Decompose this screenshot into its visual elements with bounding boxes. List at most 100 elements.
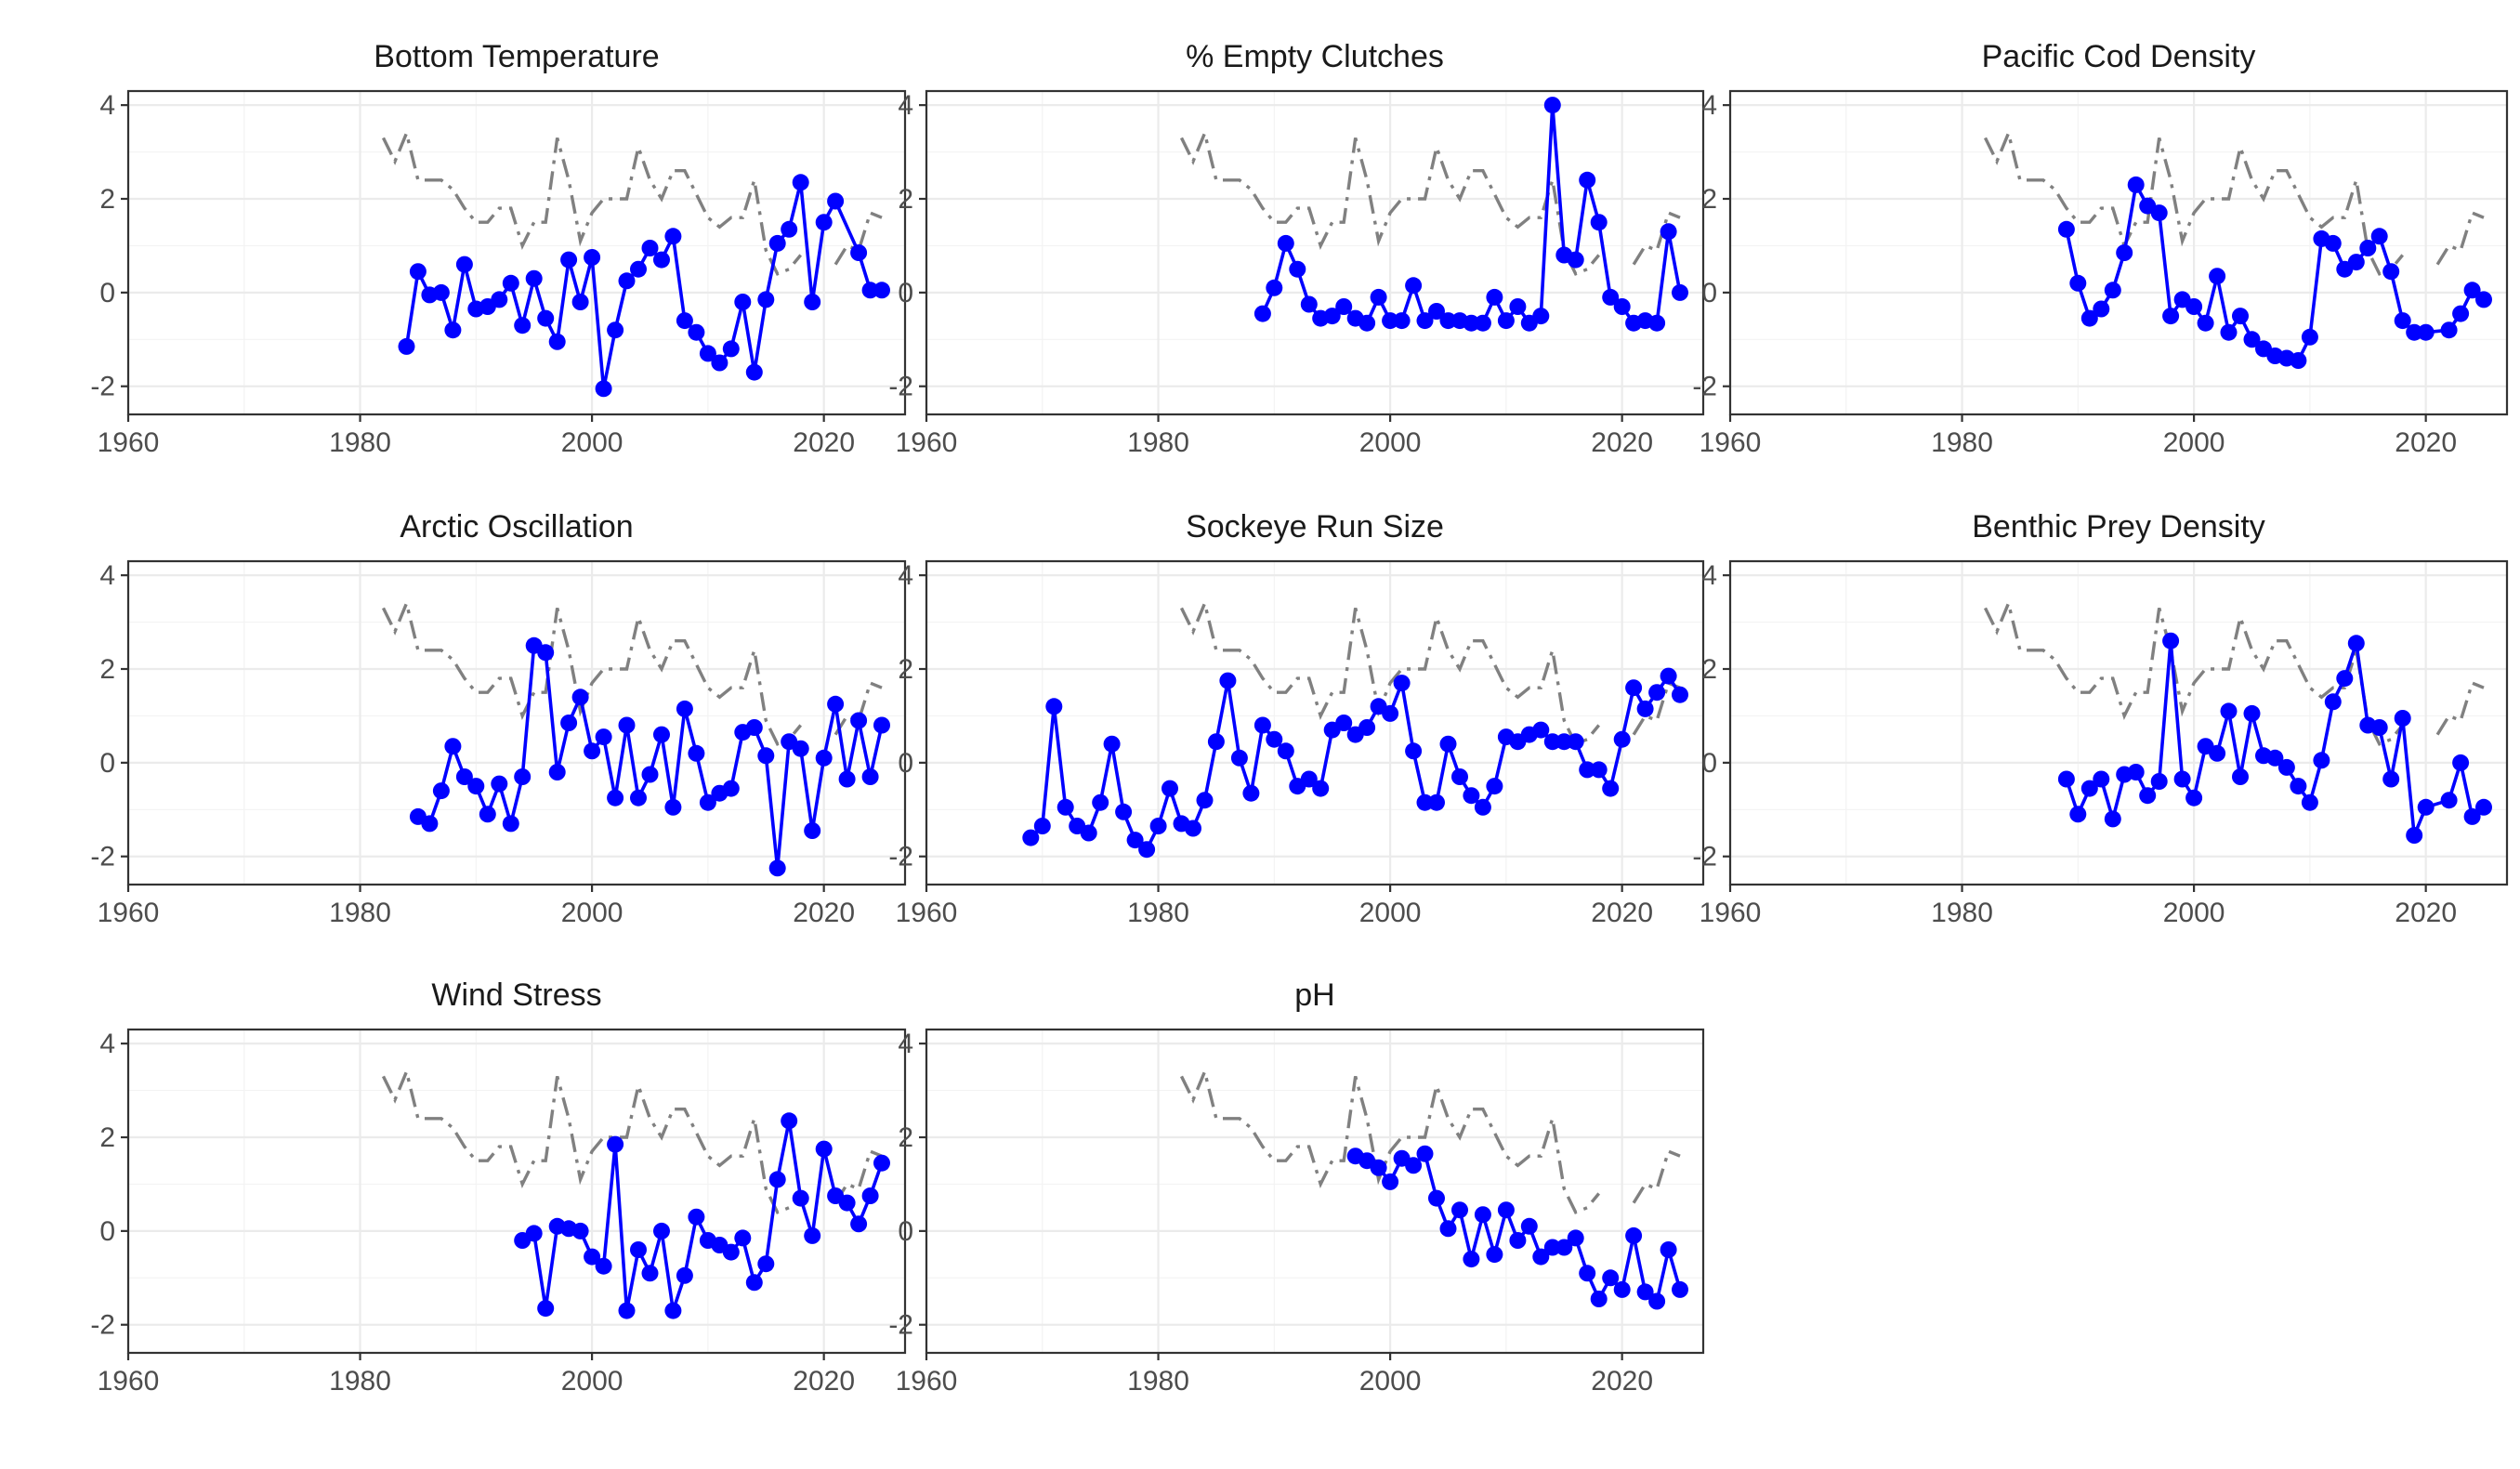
y-tick-label: -2 xyxy=(1692,842,1717,872)
data-point xyxy=(1579,761,1596,779)
data-point xyxy=(560,251,578,269)
data-point xyxy=(1393,675,1411,692)
data-point xyxy=(2057,220,2075,238)
panel-border xyxy=(126,559,907,886)
y-tick-label: 0 xyxy=(99,1216,115,1247)
data-point xyxy=(607,789,624,807)
x-tick-label: 1980 xyxy=(329,898,391,928)
data-point xyxy=(2232,308,2249,325)
data-point xyxy=(1149,818,1167,834)
data-point xyxy=(444,321,462,339)
data-point xyxy=(571,1222,589,1239)
panel-6: Benthic Prey Density -2 0 2 4 1960 1980 2000 202… xyxy=(1692,509,2509,928)
y-tick-label: 4 xyxy=(99,90,115,121)
y-tick-label: -2 xyxy=(90,1310,115,1341)
data-point xyxy=(676,700,693,717)
data-point xyxy=(1416,794,1434,811)
data-point xyxy=(618,272,636,290)
data-point xyxy=(2313,752,2330,769)
data-point xyxy=(618,1302,636,1319)
panel-title: Bottom Temperature xyxy=(374,39,659,74)
data-point xyxy=(409,263,427,281)
data-point xyxy=(850,1215,868,1233)
data-point xyxy=(595,728,612,746)
data-point xyxy=(1022,829,1040,846)
data-point xyxy=(1207,733,1225,751)
data-point xyxy=(398,337,415,355)
data-point xyxy=(1579,1265,1596,1282)
data-point xyxy=(2463,807,2481,825)
data-point xyxy=(2336,670,2354,688)
panel-title: Arctic Oscillation xyxy=(400,509,633,544)
data-point xyxy=(2382,770,2400,788)
data-point xyxy=(804,1226,821,1244)
data-point xyxy=(1613,730,1631,748)
data-point xyxy=(1428,794,1445,811)
data-point xyxy=(1660,223,1677,241)
reference-dashed-line xyxy=(1983,127,2485,276)
data-point xyxy=(2232,768,2249,785)
data-point xyxy=(2116,244,2133,261)
reference-dashed-line xyxy=(381,597,883,746)
data-point xyxy=(827,695,845,713)
data-point xyxy=(2324,693,2342,711)
data-point xyxy=(2069,806,2087,823)
data-point xyxy=(804,294,821,310)
data-point xyxy=(815,214,833,231)
y-tick-label: 4 xyxy=(1701,90,1717,121)
data-point xyxy=(2162,632,2180,649)
data-point xyxy=(1602,780,1620,797)
data-point xyxy=(432,782,450,800)
data-point xyxy=(1497,1201,1515,1219)
x-tick-label: 1960 xyxy=(1700,898,1762,928)
x-tick-label: 1960 xyxy=(896,427,958,458)
data-point xyxy=(1103,735,1121,753)
data-point xyxy=(467,778,485,795)
data-point xyxy=(1312,780,1330,797)
data-point xyxy=(1266,279,1283,296)
data-point xyxy=(2093,770,2110,788)
data-point xyxy=(792,740,809,757)
data-point xyxy=(2162,308,2180,325)
data-point xyxy=(676,1266,693,1284)
data-point xyxy=(688,744,705,762)
x-tick-label: 1980 xyxy=(1127,1366,1189,1397)
data-point xyxy=(1672,686,1688,703)
y-tick-label: 4 xyxy=(1701,560,1717,591)
data-point xyxy=(1509,298,1527,315)
x-tick-label: 1960 xyxy=(98,427,160,458)
data-point xyxy=(768,1171,786,1188)
data-point xyxy=(1405,277,1423,295)
data-point xyxy=(1439,1220,1457,1238)
data-point xyxy=(815,1140,833,1158)
y-tick-label: 2 xyxy=(99,1122,115,1153)
data-point xyxy=(1474,314,1491,332)
data-point xyxy=(537,1300,555,1318)
data-point xyxy=(584,249,601,266)
data-point xyxy=(641,240,659,256)
x-tick-label: 1960 xyxy=(1700,427,1762,458)
data-point xyxy=(873,282,890,299)
y-tick-label: 4 xyxy=(898,90,913,121)
data-point xyxy=(2139,787,2157,805)
data-point xyxy=(1405,742,1423,760)
data-point xyxy=(2104,282,2121,299)
data-point xyxy=(502,274,519,292)
data-point xyxy=(1590,1291,1608,1307)
data-point xyxy=(1335,715,1353,731)
data-point xyxy=(421,815,439,833)
reference-dashed-line xyxy=(1179,127,1681,276)
data-point xyxy=(711,354,728,372)
data-point xyxy=(2347,254,2365,271)
panel-border xyxy=(1728,559,2509,886)
data-point xyxy=(1057,798,1074,816)
data-point xyxy=(2185,298,2203,315)
data-point xyxy=(2370,719,2388,736)
data-point xyxy=(734,1229,752,1247)
data-point xyxy=(1613,1280,1631,1298)
data-point xyxy=(1555,733,1573,751)
data-point xyxy=(571,689,589,706)
data-point xyxy=(699,794,716,811)
x-tick-label: 1960 xyxy=(896,1366,958,1397)
data-point xyxy=(2452,305,2470,322)
